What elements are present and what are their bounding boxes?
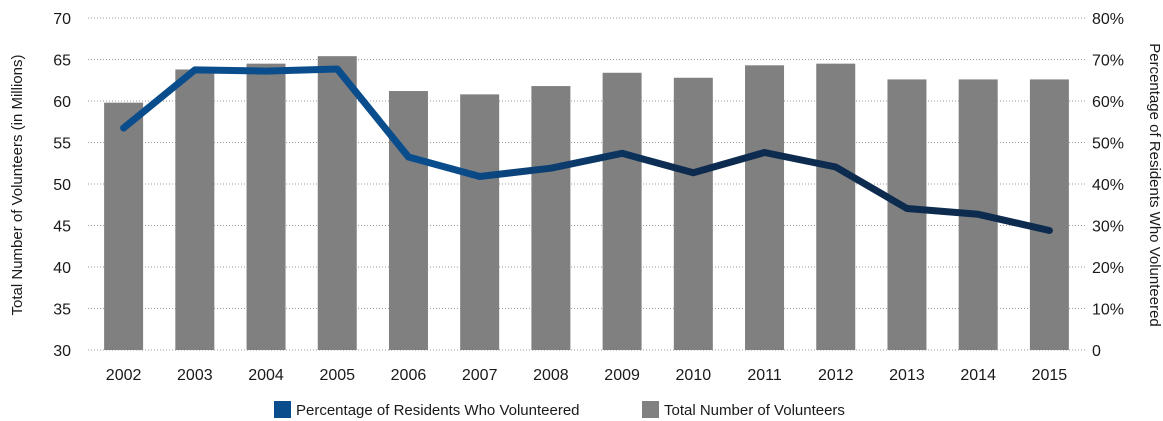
bar-2013 [887,79,927,351]
x-tick-label: 2013 [889,367,925,384]
right-tick-label: 30% [1092,219,1124,236]
bar-2002 [104,102,144,350]
right-tick-label: 10% [1092,302,1124,319]
bar-2008 [531,86,571,350]
line-series [120,65,1053,234]
line-point-2012 [832,163,839,170]
right-tick-label: 40% [1092,177,1124,194]
right-tick-label: 80% [1092,11,1124,28]
left-tick-label: 40 [53,260,71,277]
x-tick-label: 2003 [177,367,213,384]
line-point-2007 [476,173,483,180]
line-point-2011 [761,149,768,156]
x-tick-label: 2015 [1032,367,1068,384]
legend: Percentage of Residents Who Volunteered … [274,401,845,419]
line-point-2010 [690,169,697,176]
bar-2012 [816,63,856,351]
bar-2006 [388,91,428,350]
left-tick-label: 45 [53,219,71,236]
right-axis-title: Percentage of Residents Who Volunteered [1146,43,1163,327]
right-tick-label: 70% [1092,53,1124,70]
right-tick-label: 50% [1092,136,1124,153]
x-tick-label: 2011 [747,367,782,384]
line-point-2014 [975,211,982,218]
left-axis-ticks: 30 35 40 45 50 55 60 65 70 [53,11,71,360]
right-tick-label: 60% [1092,94,1124,111]
legend-swatch-bar [642,401,659,418]
gridlines [88,17,1085,351]
left-axis-title: Total Number of Volunteers (in Millions) [9,55,26,316]
bar-2007 [460,94,500,350]
line-point-2005 [334,66,341,73]
line-point-2008 [547,165,554,172]
right-tick-label: 0 [1092,343,1101,360]
x-tick-label: 2006 [391,367,427,384]
x-tick-label: 2014 [960,367,996,384]
bar-series [104,56,1069,351]
x-tick-label: 2012 [818,367,854,384]
legend-label-bar: Total Number of Volunteers [664,402,845,419]
line-point-2009 [619,150,626,157]
right-axis-ticks: 0 10% 20% 30% 40% 50% 60% 70% 80% [1092,11,1124,360]
left-tick-label: 30 [53,343,71,360]
bar-2004 [246,63,286,351]
legend-swatch-line [274,401,291,418]
x-tick-label: 2010 [676,367,712,384]
bar-2011 [745,65,785,350]
bar-2010 [673,77,713,350]
x-axis-ticks: 2002 2003 2004 2005 2006 2007 2008 2009 2010 2011… [106,367,1067,384]
x-tick-label: 2009 [604,367,640,384]
line-point-2004 [263,68,270,75]
bar-2003 [175,69,215,351]
bar-2005 [317,56,357,351]
left-tick-label: 35 [53,302,71,319]
x-tick-label: 2002 [106,367,142,384]
line-point-2015 [1046,227,1053,234]
line-point-2006 [405,154,412,161]
left-tick-label: 55 [53,136,71,153]
left-tick-label: 60 [53,94,71,111]
x-tick-label: 2004 [248,367,284,384]
legend-label-line: Percentage of Residents Who Volunteered [296,402,580,419]
left-tick-label: 70 [53,11,71,28]
line-path [120,65,1053,234]
left-tick-label: 65 [53,53,71,70]
line-point-2002 [120,124,127,131]
right-tick-label: 20% [1092,260,1124,277]
bar-2009 [602,72,642,350]
x-tick-label: 2007 [462,367,498,384]
line-point-2013 [903,205,910,212]
line-point-2003 [191,66,198,73]
left-tick-label: 50 [53,177,71,194]
bar-2015 [1029,79,1069,351]
x-tick-label: 2008 [533,367,569,384]
x-tick-label: 2005 [319,367,355,384]
